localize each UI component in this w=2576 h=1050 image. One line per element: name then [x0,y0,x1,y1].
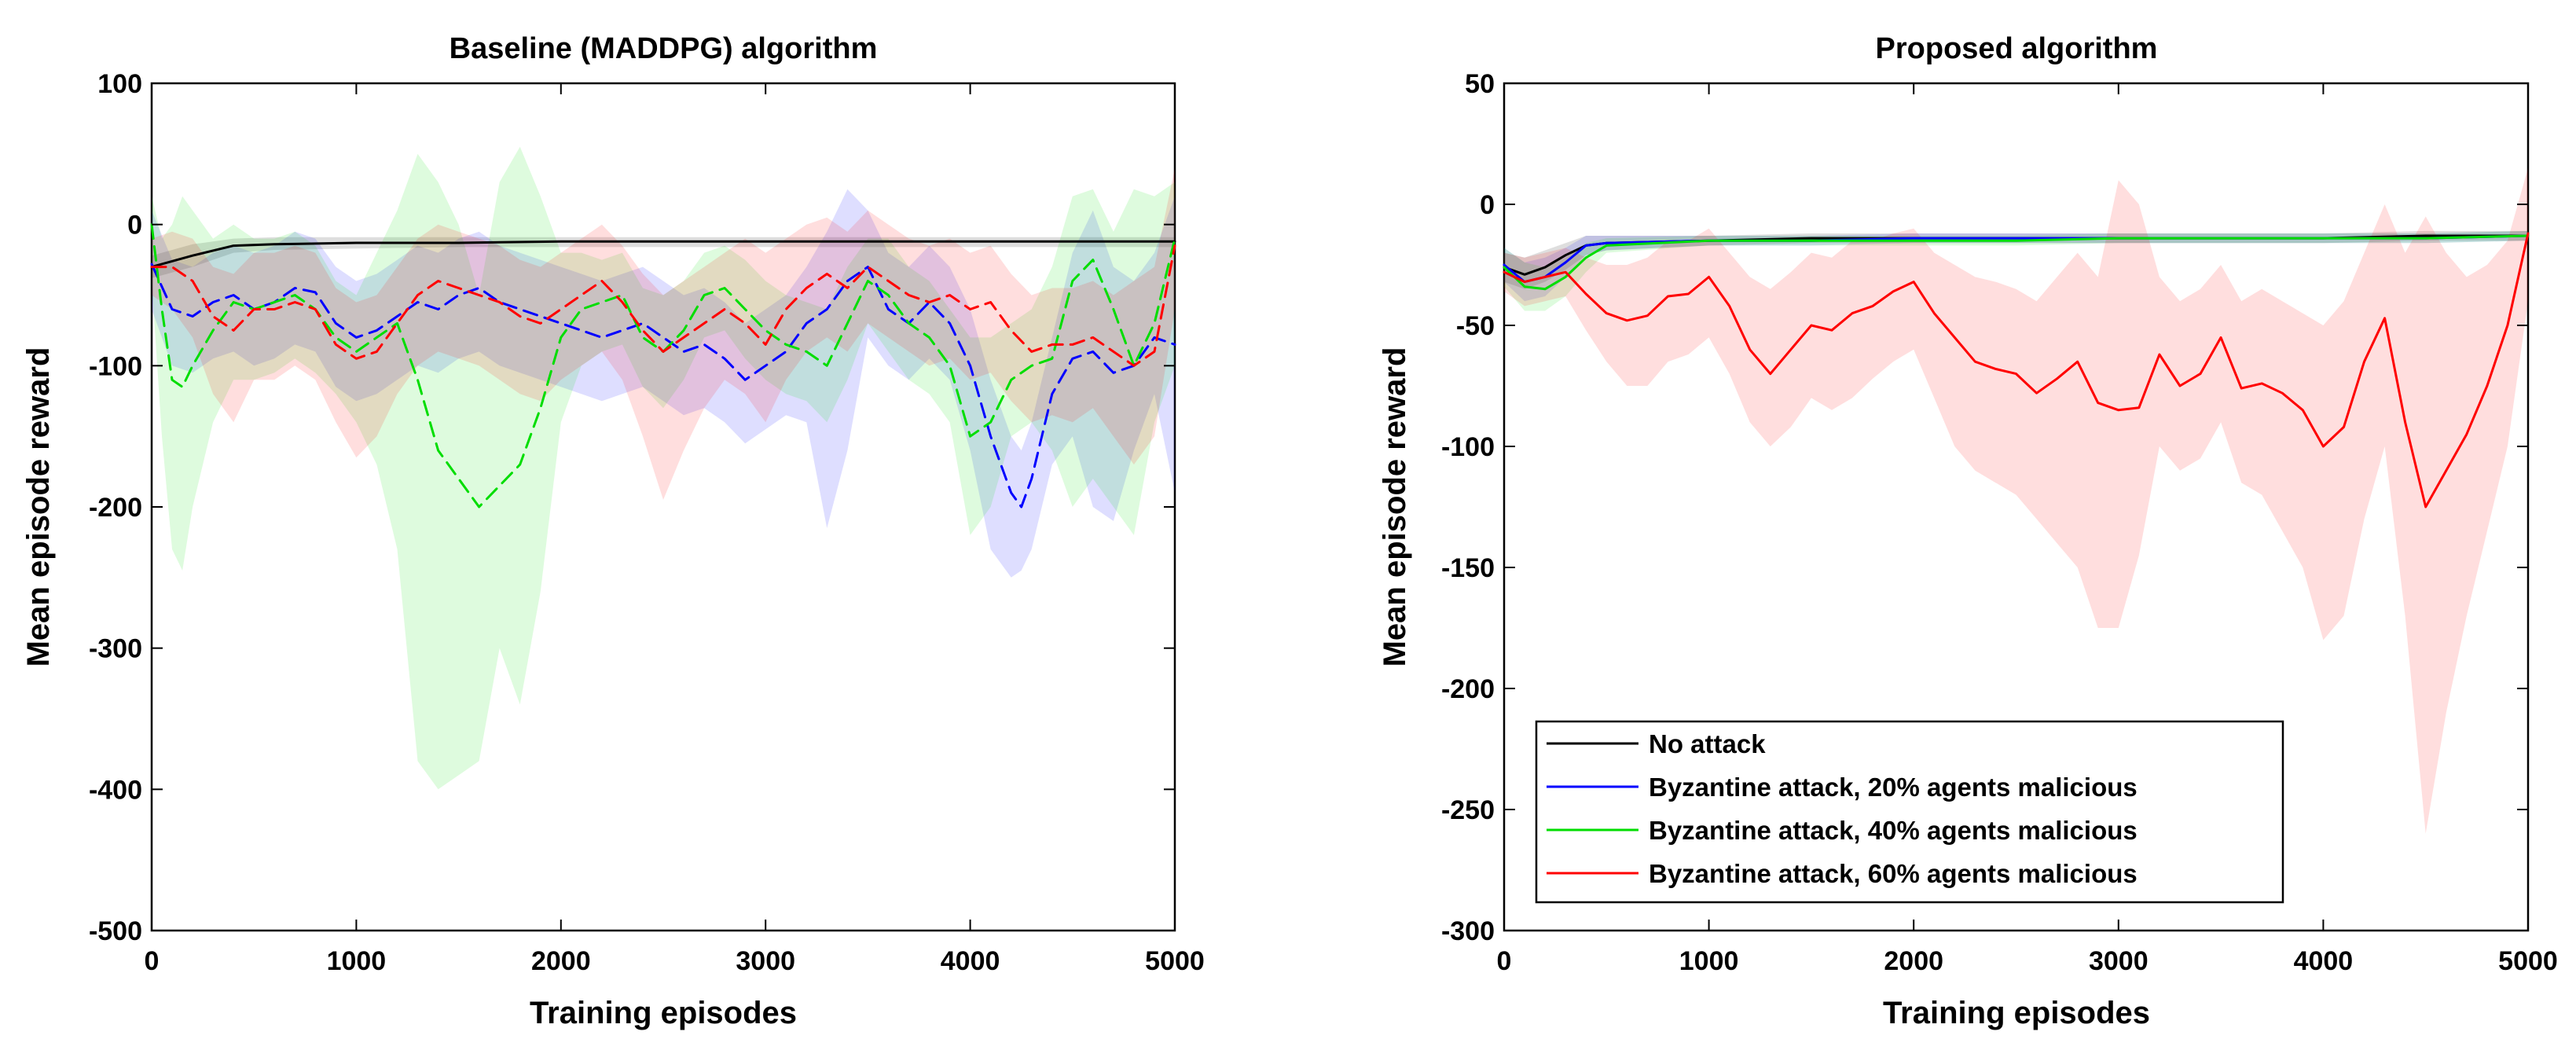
x-tick-label: 3000 [736,946,795,976]
y-tick-label: 50 [1465,69,1495,99]
y-tick-label: 100 [97,69,142,99]
panel-baseline: Baseline (MADDPG) algorithm Training epi… [21,32,1205,1030]
y-tick-label: -200 [1441,674,1495,704]
y-tick-label: -300 [89,634,142,664]
y-tick-label: -300 [1441,916,1495,946]
x-tick-label: 1000 [327,946,387,976]
legend-label-40pct: Byzantine attack, 40% agents malicious [1649,816,2137,845]
x-tick-label: 4000 [2294,946,2354,976]
series-lines-proposed [1503,232,2530,508]
series-line-byzantine-attack-60-agents-malicious [1503,232,2530,508]
x-tick-label: 2000 [531,946,591,976]
series-lines-baseline [150,223,1176,508]
x-tick-label: 0 [145,946,160,976]
y-tick-label: -100 [89,351,142,381]
y-tick-label: -100 [1441,432,1495,462]
x-axis-label-proposed: Training episodes [1883,996,2150,1030]
series-line-no-attack [150,240,1176,269]
plot-area-baseline [150,82,1176,932]
y-tick-label: 0 [127,211,142,240]
band-byzantine-attack-60-agents-malicious [1504,167,2528,834]
y-tick-label: -50 [1456,311,1495,341]
series-line-byzantine-attack-20-agents-malicious [150,262,1176,508]
band-byzantine-attack-40-agents-malicious [152,146,1175,790]
y-tick-label: -150 [1441,553,1495,583]
panel-proposed: Proposed algorithm Training episodes Mea… [1378,32,2558,1030]
legend-label-no-attack: No attack [1649,729,1766,758]
x-axis-label-baseline: Training episodes [530,996,797,1030]
ticks-proposed: 0 1000 2000 3000 4000 5000 50 0 -50 -100 -150 -200 -… [1441,69,2558,976]
x-tick-label: 5000 [2498,946,2558,976]
y-tick-label: -200 [89,493,142,523]
y-axis-label-proposed: Mean episode reward [1378,347,1412,667]
y-tick-label: -400 [89,775,142,805]
legend-box [1535,720,2284,904]
ticks-baseline: 0 1000 2000 3000 4000 50001000-100-200-300-40… [89,69,1205,976]
legend-label-60pct: Byzantine attack, 60% agents malicious [1649,859,2137,888]
x-tick-label: 4000 [941,946,1000,976]
band-no-attack [152,237,1175,278]
y-tick-label: -500 [89,916,142,946]
x-tick-label: 1000 [1679,946,1739,976]
x-tick-label: 3000 [2089,946,2149,976]
x-tick-label: 2000 [1884,946,1943,976]
band-byzantine-attack-60-agents-malicious [152,167,1175,501]
legend: No attack Byzantine attack, 20% agents m… [1535,720,2284,904]
x-tick-label: 0 [1497,946,1512,976]
band-byzantine-attack-20-agents-malicious [152,189,1175,578]
y-tick-label: -250 [1441,795,1495,825]
chart-title-baseline: Baseline (MADDPG) algorithm [450,32,878,65]
series-line-byzantine-attack-40-agents-malicious [150,223,1176,508]
y-axis-label-baseline: Mean episode reward [21,347,56,667]
x-tick-label: 5000 [1145,946,1205,976]
chart-title-proposed: Proposed algorithm [1876,32,2158,65]
legend-label-20pct: Byzantine attack, 20% agents malicious [1649,773,2137,802]
y-tick-label: 0 [1480,190,1495,220]
series-line-byzantine-attack-60-agents-malicious [150,244,1176,367]
confidence-bands-baseline [152,146,1175,790]
series-line-byzantine-attack-40-agents-malicious [1503,234,2530,291]
